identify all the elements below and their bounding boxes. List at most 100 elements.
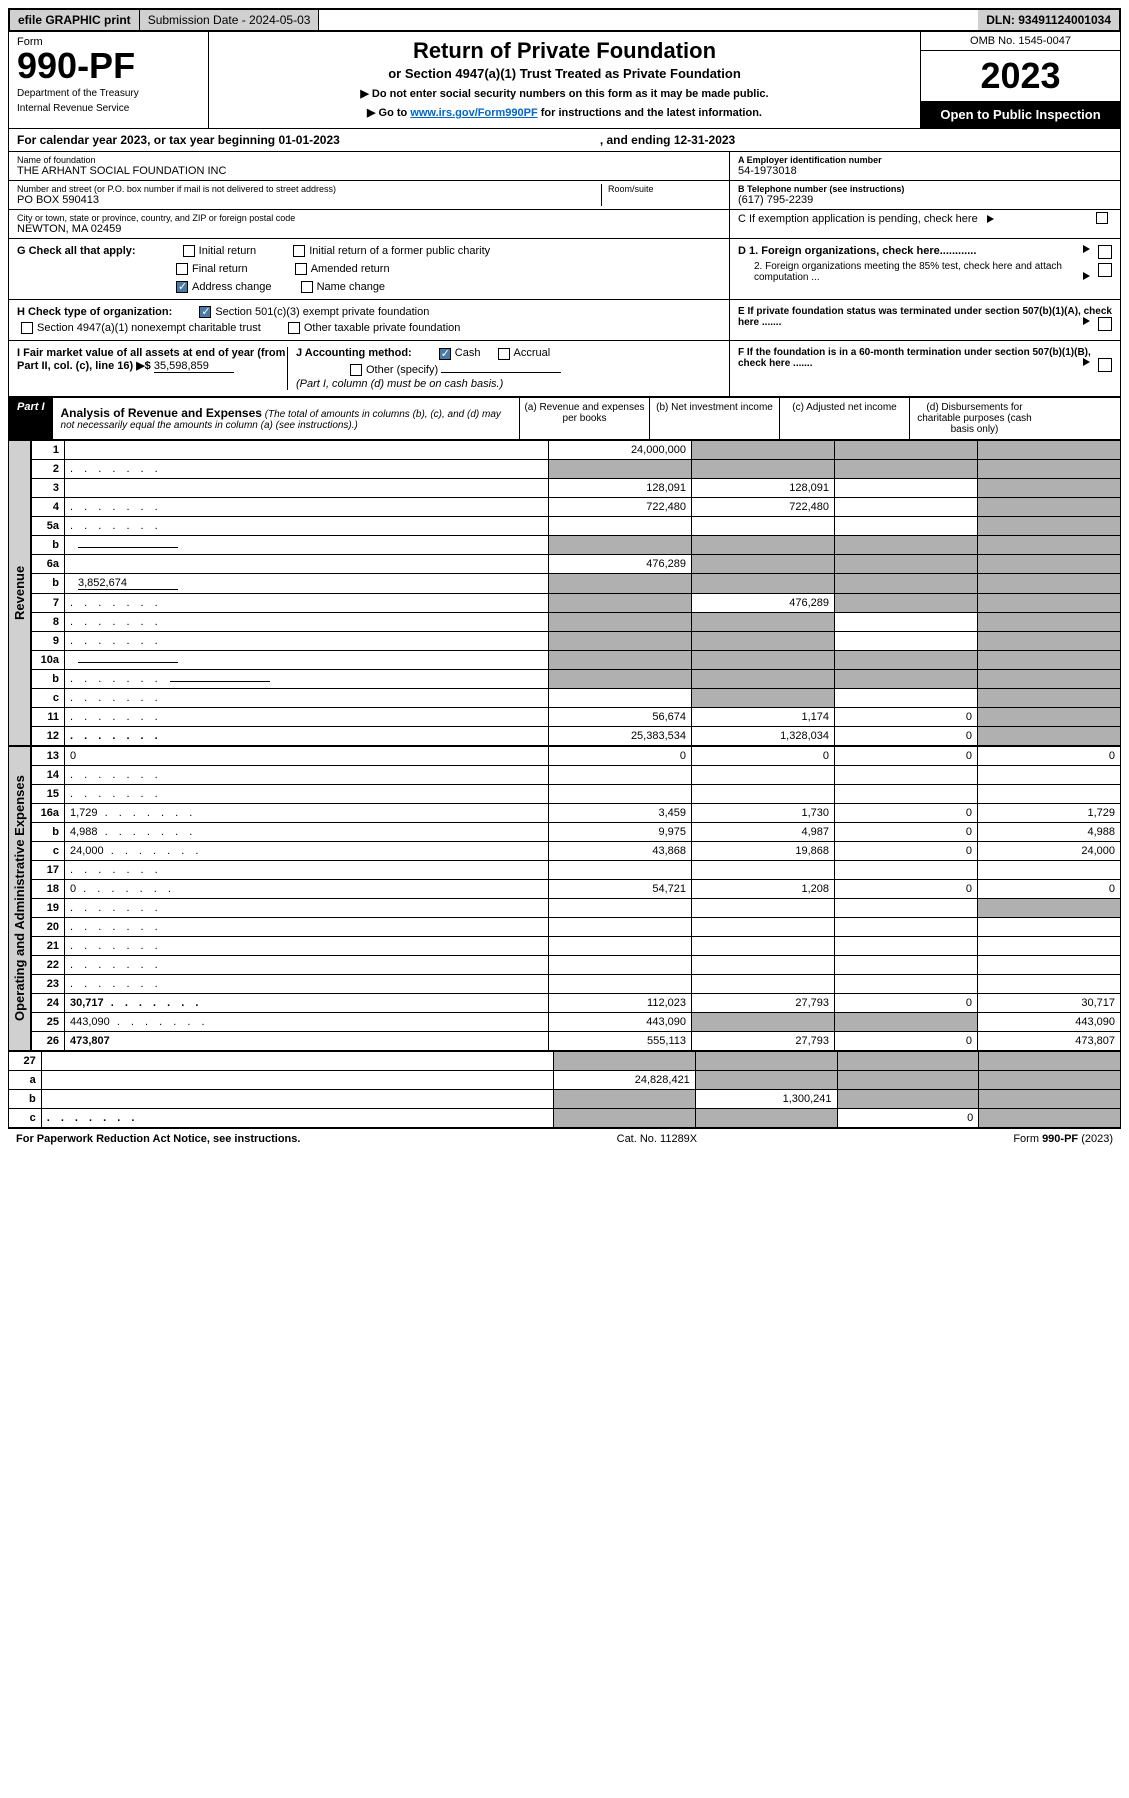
foundation-name: THE ARHANT SOCIAL FOUNDATION INC (17, 165, 721, 177)
phone-label: B Telephone number (see instructions) (738, 184, 1112, 194)
check-section: G Check all that apply: Initial return I… (8, 239, 1121, 300)
g-label: G Check all that apply: (17, 245, 136, 257)
instr-link: ▶ Go to www.irs.gov/Form990PF for instru… (215, 106, 914, 119)
irs: Internal Revenue Service (17, 103, 200, 114)
d1-cbx[interactable] (1098, 245, 1112, 259)
table-row: 14 . . . . . . . (32, 765, 1121, 784)
efile-print-btn[interactable]: efile GRAPHIC print (10, 10, 140, 30)
h-label: H Check type of organization: (17, 306, 172, 318)
i-value: 35,598,859 (154, 360, 234, 373)
addr-label: Number and street (or P.O. box number if… (17, 184, 601, 194)
c-checkbox[interactable] (1096, 212, 1108, 224)
table-row: 4 . . . . . . .722,480722,480 (32, 497, 1121, 516)
part1-header: Part I Analysis of Revenue and Expenses … (8, 397, 1121, 440)
footer-right: Form 990-PF (2023) (1013, 1133, 1113, 1145)
arrow-icon (1083, 317, 1090, 325)
col-d-hdr: (d) Disbursements for charitable purpose… (909, 398, 1039, 439)
foundation-info: Name of foundation THE ARHANT SOCIAL FOU… (8, 152, 1121, 239)
city-label: City or town, state or province, country… (17, 213, 721, 223)
city: NEWTON, MA 02459 (17, 223, 721, 235)
table-row: 12 . . . . . . .25,383,5341,328,0340 (32, 726, 1121, 745)
table-row: 124,000,000 (32, 440, 1121, 459)
col-b-hdr: (b) Net investment income (649, 398, 779, 439)
f-text: F If the foundation is in a 60-month ter… (738, 347, 1091, 369)
footer-left: For Paperwork Reduction Act Notice, see … (16, 1133, 300, 1145)
table-row: 21 . . . . . . . (32, 936, 1121, 955)
open-inspection: Open to Public Inspection (921, 101, 1120, 128)
table-row: 2 . . . . . . . (32, 459, 1121, 478)
g-address-cbx[interactable] (176, 281, 188, 293)
arrow-icon (1083, 272, 1090, 280)
form-header: Form 990-PF Department of the Treasury I… (8, 32, 1121, 129)
part1-title: Analysis of Revenue and Expenses (61, 406, 262, 420)
arrow-icon (1083, 358, 1090, 366)
table-row: 11 . . . . . . .56,6741,1740 (32, 707, 1121, 726)
col-a-hdr: (a) Revenue and expenses per books (519, 398, 649, 439)
instr-ssn: ▶ Do not enter social security numbers o… (215, 87, 914, 100)
table-row: a24,828,421 (9, 1070, 1121, 1089)
expenses-side-label: Operating and Administrative Expenses (8, 746, 31, 1051)
phone: (617) 795-2239 (738, 194, 1112, 206)
footer-mid: Cat. No. 11289X (617, 1133, 698, 1145)
d2-cbx[interactable] (1098, 263, 1112, 277)
table-row: 180 . . . . . . .54,7211,20800 (32, 879, 1121, 898)
h-section: H Check type of organization: Section 50… (8, 300, 1121, 341)
table-row: 1300000 (32, 746, 1121, 765)
arrow-icon (987, 215, 994, 223)
table-row: 23 . . . . . . . (32, 974, 1121, 993)
table-row: b4,988 . . . . . . .9,9754,98704,988 (32, 822, 1121, 841)
g-final-cbx[interactable] (176, 263, 188, 275)
dept-treasury: Department of the Treasury (17, 88, 200, 99)
table-row: 16a1,729 . . . . . . .3,4591,73001,729 (32, 803, 1121, 822)
g-name-cbx[interactable] (301, 281, 313, 293)
revenue-side-label: Revenue (8, 440, 31, 746)
ein: 54-1973018 (738, 165, 1112, 177)
table-row: c . . . . . . .0 (9, 1108, 1121, 1127)
e-text: E If private foundation status was termi… (738, 306, 1112, 328)
j-cash-cbx[interactable] (439, 348, 451, 360)
d2-text: 2. Foreign organizations meeting the 85%… (754, 261, 1062, 283)
table-row: 27 (9, 1051, 1121, 1070)
h-501c3-cbx[interactable] (199, 306, 211, 318)
form-subtitle: or Section 4947(a)(1) Trust Treated as P… (215, 66, 914, 81)
g-amended-cbx[interactable] (295, 263, 307, 275)
c-text: C If exemption application is pending, c… (738, 213, 978, 225)
d1-text: D 1. Foreign organizations, check here..… (738, 245, 976, 257)
table-row: 9 . . . . . . . (32, 631, 1121, 650)
table-row: 5a . . . . . . . (32, 516, 1121, 535)
name-label: Name of foundation (17, 155, 721, 165)
form-number: 990-PF (17, 48, 200, 84)
tax-year: 2023 (921, 51, 1120, 101)
table-row: 2430,717 . . . . . . .112,02327,793030,7… (32, 993, 1121, 1012)
room-label: Room/suite (608, 184, 721, 194)
e-cbx[interactable] (1098, 317, 1112, 331)
form-title: Return of Private Foundation (215, 38, 914, 64)
page-footer: For Paperwork Reduction Act Notice, see … (8, 1128, 1121, 1149)
table-row: 19 . . . . . . . (32, 898, 1121, 917)
table-row: 22 . . . . . . . (32, 955, 1121, 974)
submission-date: Submission Date - 2024-05-03 (140, 10, 320, 30)
table-row: 20 . . . . . . . (32, 917, 1121, 936)
j-other-cbx[interactable] (350, 364, 362, 376)
table-row: 25443,090 . . . . . . .443,090443,090 (32, 1012, 1121, 1031)
h-4947-cbx[interactable] (21, 322, 33, 334)
g-initial-cbx[interactable] (183, 245, 195, 257)
j-accrual-cbx[interactable] (498, 348, 510, 360)
j-note: (Part I, column (d) must be on cash basi… (296, 378, 721, 390)
table-row: b1,300,241 (9, 1089, 1121, 1108)
f-cbx[interactable] (1098, 358, 1112, 372)
irs-link[interactable]: www.irs.gov/Form990PF (410, 107, 537, 119)
ij-section: I Fair market value of all assets at end… (8, 341, 1121, 396)
final-table: 27a24,828,421b1,300,241c . . . . . . .0 (8, 1051, 1121, 1128)
i-label: I Fair market value of all assets at end… (17, 347, 285, 372)
h-other-cbx[interactable] (288, 322, 300, 334)
g-initial-former-cbx[interactable] (293, 245, 305, 257)
table-row: 26473,807555,11327,7930473,807 (32, 1031, 1121, 1050)
arrow-icon (1083, 245, 1090, 253)
table-row: 6a476,289 (32, 554, 1121, 573)
calendar-year-row: For calendar year 2023, or tax year begi… (8, 129, 1121, 152)
dln: DLN: 93491124001034 (978, 10, 1119, 30)
table-row: c24,000 . . . . . . .43,86819,868024,000 (32, 841, 1121, 860)
table-row: 8 . . . . . . . (32, 612, 1121, 631)
ein-label: A Employer identification number (738, 155, 1112, 165)
